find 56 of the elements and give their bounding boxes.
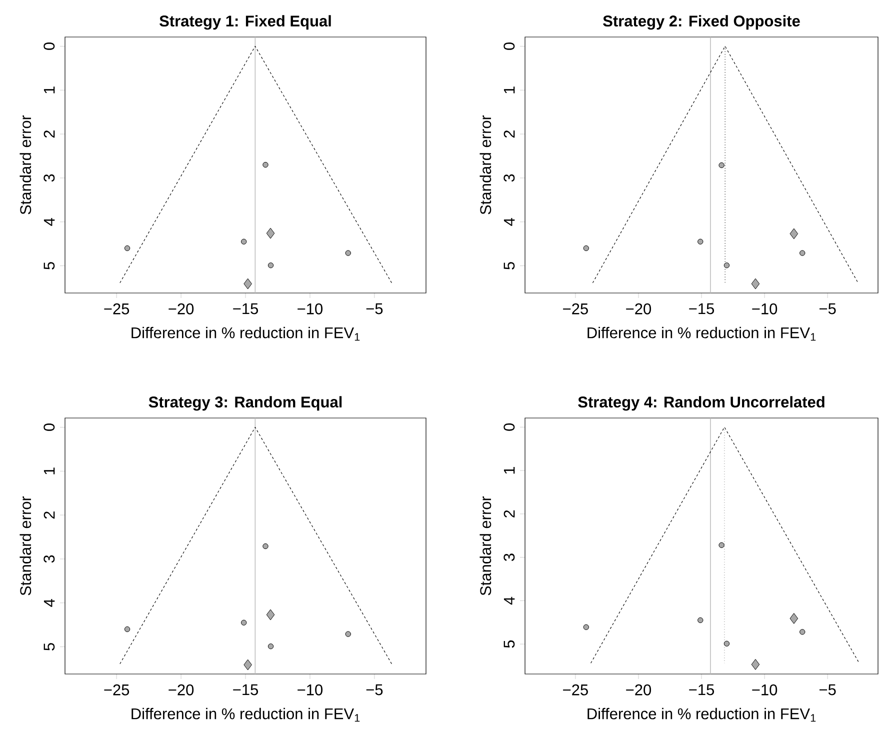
y-tick-label: 3 — [44, 555, 55, 563]
y-tick-label: 0 — [44, 424, 55, 431]
y-tick-label: 2 — [44, 512, 55, 519]
x-tick-label: −10 — [298, 303, 323, 314]
x-tick-label: −20 — [168, 303, 194, 314]
x-tick-label: −10 — [298, 684, 323, 696]
y-tick-label: 4 — [504, 218, 515, 226]
x-tick-label: −15 — [233, 684, 258, 696]
x-tick-label: −10 — [752, 303, 778, 314]
y-axis-title: Standard error — [480, 496, 492, 596]
x-axis-title: Difference in % reduction in FEV$_{1}$ — [588, 326, 816, 341]
x-tick-label: −15 — [689, 684, 714, 696]
x-tick-label: −25 — [104, 684, 130, 696]
x-tick-label: −15 — [689, 303, 714, 314]
y-axis-title: Standard error — [20, 115, 32, 214]
x-tick-label: −20 — [168, 684, 194, 696]
x-tick-label: −25 — [104, 303, 130, 314]
chart-title: Strategy 1: Fixed Equal — [160, 15, 331, 30]
x-tick-label: −25 — [563, 684, 588, 696]
y-tick-label: 5 — [504, 640, 515, 648]
y-tick-label: 1 — [44, 86, 55, 94]
y-tick-label: 1 — [504, 86, 515, 94]
y-tick-label: 3 — [504, 174, 515, 182]
y-tick-label: 2 — [504, 130, 515, 138]
x-tick-label: −5 — [820, 303, 836, 314]
y-axis-title: Standard error — [20, 496, 32, 596]
x-tick-label: −5 — [820, 684, 836, 696]
y-tick-label: 0 — [504, 42, 515, 50]
y-tick-label: 5 — [44, 262, 55, 270]
y-tick-label: 5 — [44, 643, 55, 650]
y-tick-label: 0 — [504, 423, 515, 431]
x-tick-label: −20 — [626, 684, 652, 696]
y-tick-label: 1 — [44, 468, 55, 474]
y-tick-label: 0 — [44, 42, 55, 50]
x-axis-title: Difference in % reduction in FEV$_{1}$ — [588, 708, 816, 722]
chart-title: Strategy 4: Random Uncorrelated — [578, 396, 824, 411]
y-tick-label: 2 — [44, 130, 55, 138]
x-tick-label: −20 — [626, 303, 652, 314]
y-tick-label: 5 — [504, 262, 515, 270]
y-tick-label: 3 — [504, 554, 515, 562]
chart-title: Strategy 2: Fixed Opposite — [603, 15, 800, 30]
x-tick-label: −5 — [366, 303, 383, 314]
y-tick-label: 4 — [44, 218, 55, 226]
x-tick-label: −25 — [563, 303, 588, 314]
x-axis-title: Difference in % reduction in FEV$_{1}$ — [132, 708, 360, 722]
y-tick-label: 1 — [504, 466, 515, 474]
y-tick-label: 3 — [44, 174, 55, 182]
chart-title: Strategy 3: Random Equal — [148, 396, 342, 411]
y-axis-title: Standard error — [480, 115, 492, 214]
x-tick-label: −15 — [233, 303, 258, 314]
y-tick-label: 2 — [504, 510, 515, 518]
y-tick-label: 4 — [504, 596, 515, 605]
x-axis-title: Difference in % reduction in FEV$_{1}$ — [132, 326, 360, 341]
x-tick-label: −5 — [366, 684, 383, 696]
x-tick-label: −10 — [752, 684, 778, 696]
y-tick-label: 4 — [44, 599, 55, 607]
